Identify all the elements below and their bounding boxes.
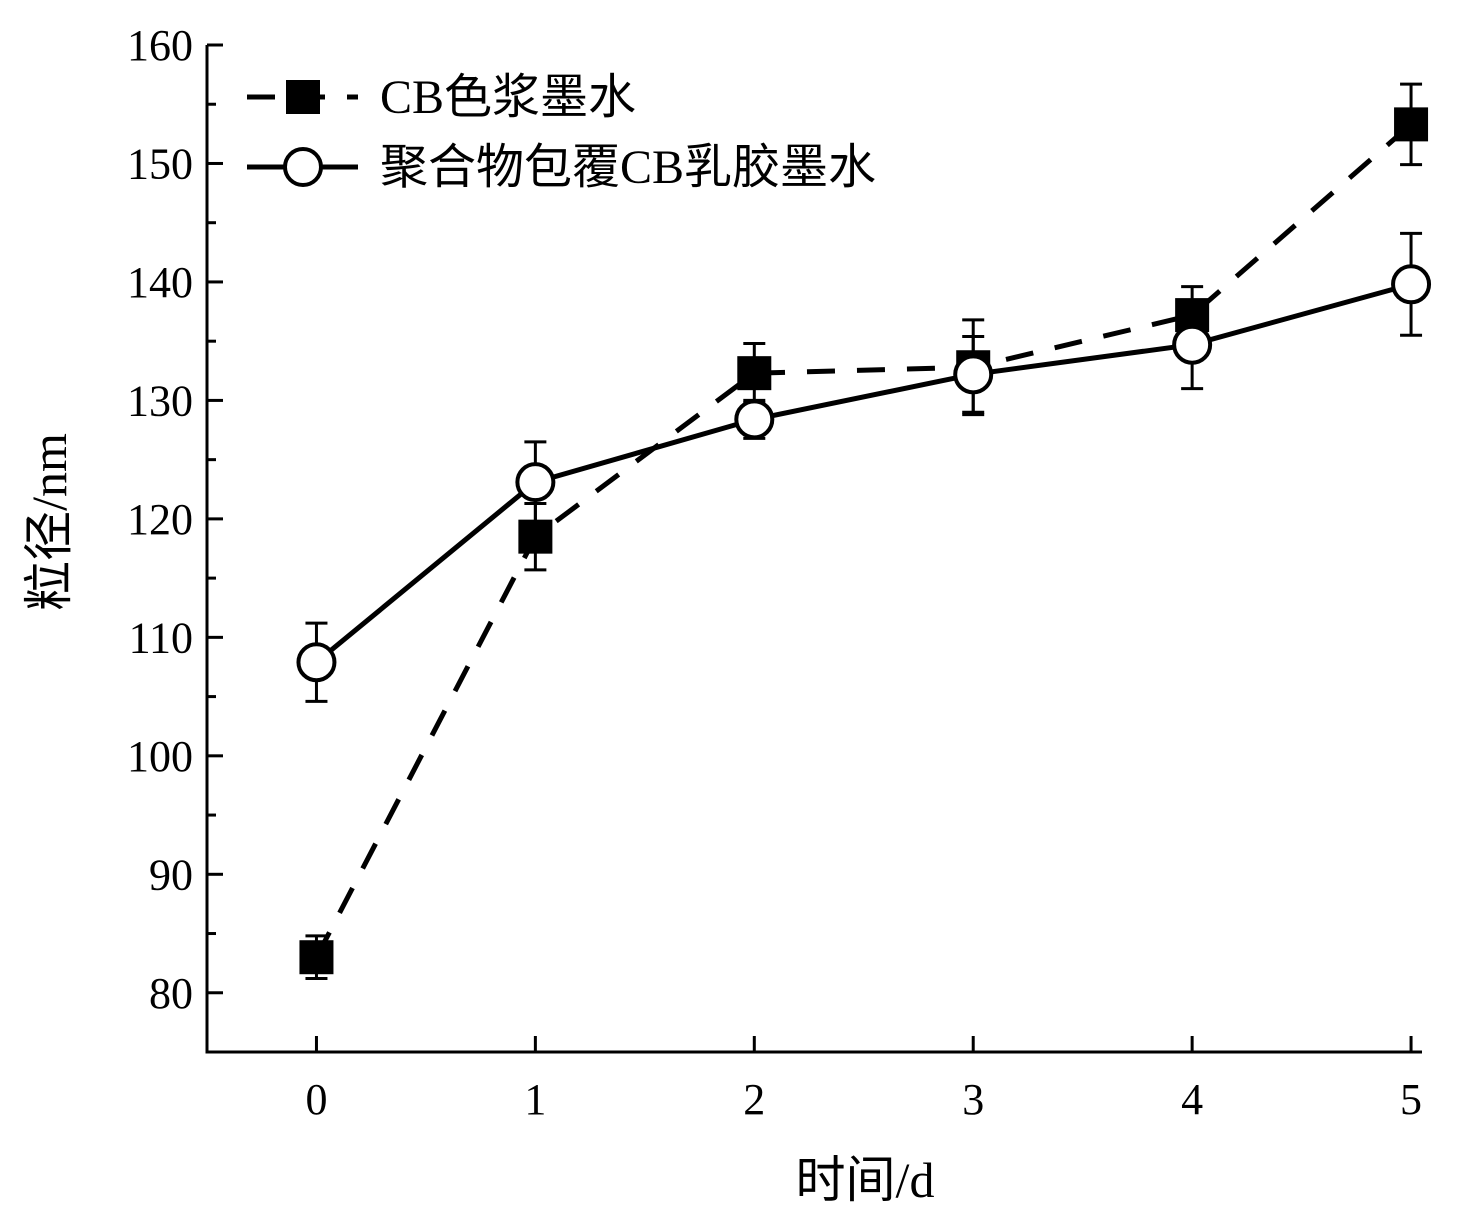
x-axis-title: 时间/d xyxy=(796,1152,935,1208)
y-tick-label-150: 150 xyxy=(127,139,193,188)
legend-item-0: CB色浆墨水 xyxy=(247,71,636,124)
series-line-1 xyxy=(314,281,1412,665)
legend-marker xyxy=(286,80,320,114)
data-point xyxy=(737,356,772,391)
data-point xyxy=(1391,264,1432,305)
legend-label: CB色浆墨水 xyxy=(380,71,636,124)
y-tick-label-140: 140 xyxy=(127,258,193,307)
y-tick-label-90: 90 xyxy=(149,850,193,899)
plot-area xyxy=(296,82,1432,981)
y-tick-label-100: 100 xyxy=(127,732,193,781)
data-point xyxy=(1394,107,1429,142)
series-0 xyxy=(299,82,1429,981)
y-axis-title: 粒径/nm xyxy=(21,433,77,611)
y-tick-label-110: 110 xyxy=(129,613,193,662)
x-tick-label-5: 5 xyxy=(1400,1075,1422,1124)
y-tick-label-130: 130 xyxy=(127,376,193,425)
x-tick-label-3: 3 xyxy=(962,1075,984,1124)
data-point xyxy=(515,462,556,503)
y-tick-label-120: 120 xyxy=(127,495,193,544)
x-tick-label-2: 2 xyxy=(743,1075,765,1124)
x-tick-label-0: 0 xyxy=(305,1075,327,1124)
data-point xyxy=(299,940,334,975)
legend-marker xyxy=(283,147,323,187)
data-point xyxy=(1172,324,1213,365)
series-line-0 xyxy=(314,122,1413,959)
x-tick-label-4: 4 xyxy=(1181,1075,1203,1124)
data-point xyxy=(953,354,994,395)
data-point xyxy=(518,519,553,554)
y-tick-label-80: 80 xyxy=(149,969,193,1018)
legend-item-1: 聚合物包覆CB乳胶墨水 xyxy=(247,141,876,194)
x-tick-label-1: 1 xyxy=(524,1075,546,1124)
data-point xyxy=(296,642,337,683)
axes: 80 90 100 110 120 130 140 150 160 0 1 2 3 4 5 xyxy=(127,21,1422,1124)
legend-label: 聚合物包覆CB乳胶墨水 xyxy=(380,141,876,194)
data-point xyxy=(734,399,775,440)
y-tick-label-160: 160 xyxy=(127,21,193,70)
series-1 xyxy=(296,231,1432,703)
